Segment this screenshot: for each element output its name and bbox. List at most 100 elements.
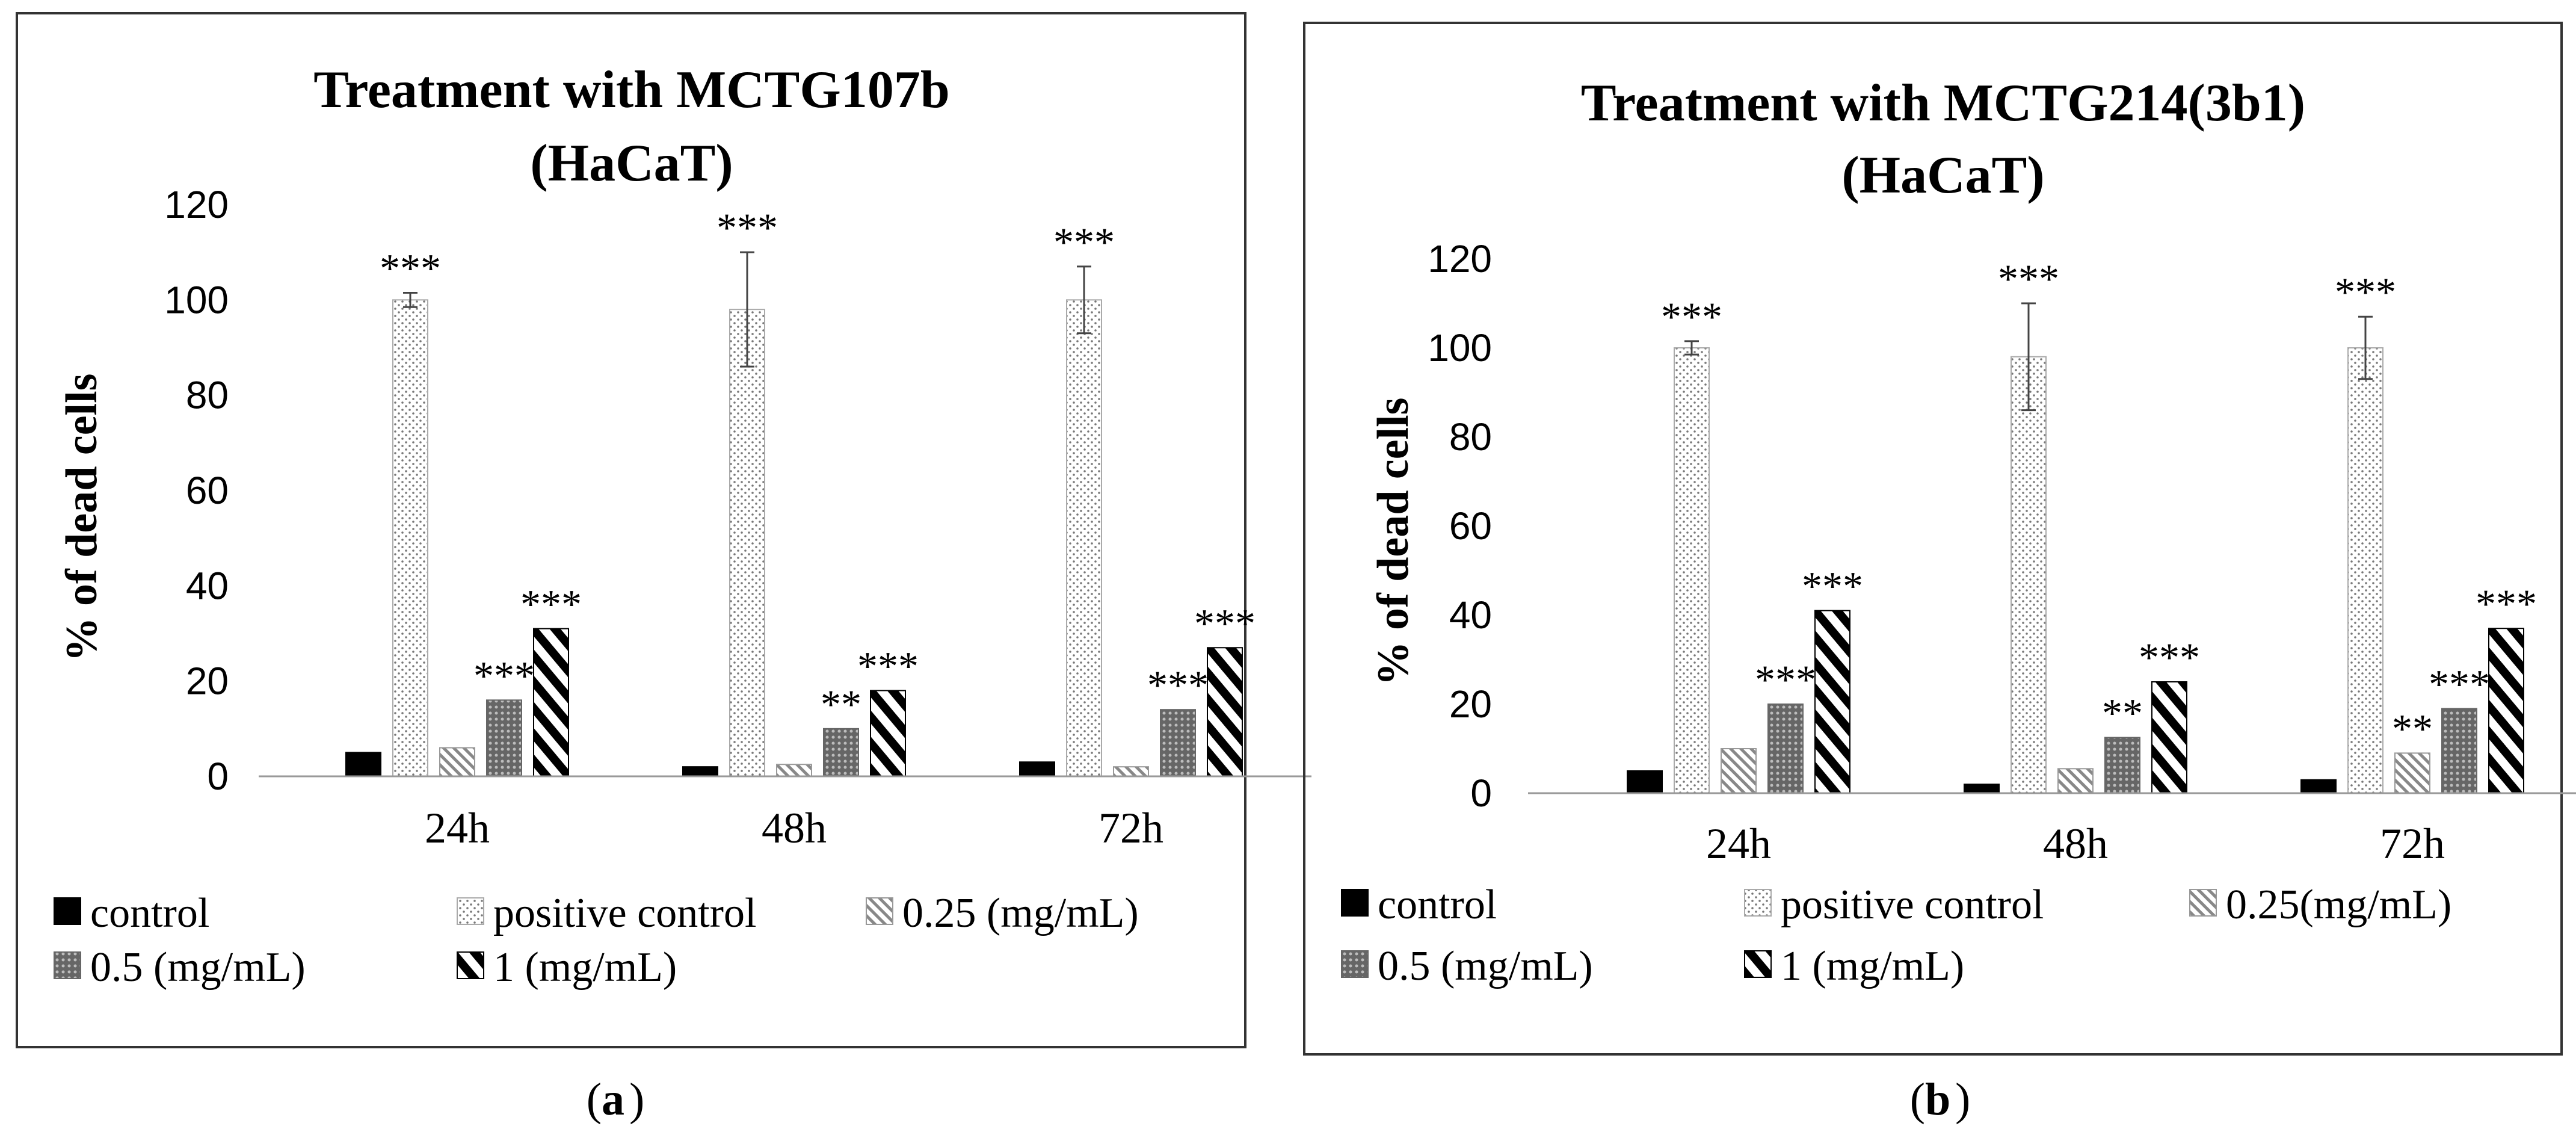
legend-swatch <box>1744 950 1772 978</box>
bar-3-72h <box>2394 752 2430 794</box>
y-tick-label: 100 <box>164 278 229 321</box>
significance-label: ** <box>821 681 861 727</box>
y-tick-label: 0 <box>207 755 229 798</box>
bar-3-48h <box>776 764 812 778</box>
svg-text:): ) <box>1955 1074 1970 1125</box>
significance-label: *** <box>473 652 535 698</box>
significance-label: ** <box>2102 690 2143 736</box>
bar-4-24h <box>486 699 522 778</box>
significance-label: *** <box>1755 657 1816 702</box>
panel-b-title-line2: (HaCaT) <box>1841 146 2044 205</box>
bar-3-72h <box>1113 766 1149 777</box>
legend-label: positive control <box>493 890 756 936</box>
bar-4-48h <box>823 728 859 778</box>
bar-1-24h <box>1627 770 1663 794</box>
chart-panel-b: Treatment with MCTG214(3b1) (HaCaT) % of… <box>1303 22 2576 1056</box>
y-tick-label: 100 <box>1428 326 1492 370</box>
bar-4-72h <box>1160 709 1196 777</box>
significance-label: *** <box>716 205 778 250</box>
y-tick-label: 20 <box>1449 682 1492 726</box>
y-tick-label: 120 <box>1428 237 1492 280</box>
legend-swatch <box>54 951 81 979</box>
legend-swatch <box>866 897 893 925</box>
bar-1-72h <box>1019 761 1055 777</box>
y-tick-label: 80 <box>186 374 229 417</box>
legend-label: 0.5 (mg/mL) <box>1378 943 1593 989</box>
panel-b-y-axis-label: % of dead cells <box>1369 398 1418 686</box>
x-category-label: 48h <box>762 804 827 852</box>
panel-a-title-line1: Treatment with MCTG107b <box>313 61 950 119</box>
panel-a-title-line2: (HaCaT) <box>530 134 733 193</box>
y-tick-label: 20 <box>186 660 229 703</box>
bar-4-72h <box>2441 708 2477 794</box>
significance-label: ** <box>2392 705 2433 751</box>
bar-3-48h <box>2057 768 2094 794</box>
legend-label: 0.25 (mg/mL) <box>902 890 1139 936</box>
bar-5-72h <box>1207 647 1243 777</box>
panel-a-letter: a <box>602 1074 624 1125</box>
significance-label: *** <box>1661 294 1722 339</box>
legend-label: control <box>90 890 209 936</box>
significance-label: *** <box>380 245 441 291</box>
y-tick-label: 0 <box>1470 772 1492 815</box>
significance-label: *** <box>1194 600 1256 646</box>
x-category-label: 72h <box>2380 820 2445 868</box>
significance-label: *** <box>2335 269 2396 315</box>
legend-swatch <box>457 897 484 925</box>
significance-label: *** <box>857 643 919 689</box>
panel-b-caption: ( b ) <box>1910 1074 1971 1125</box>
panel-b-plot-area: 020406080100120*********24h********48h**… <box>1428 237 2576 868</box>
significance-label: *** <box>2476 581 2537 626</box>
bar-5-24h <box>1814 610 1850 794</box>
panel-b-legend: control positive control 0.25(mg/mL) 0.5 (m… <box>1341 882 2451 989</box>
panel-a-plot-area: 020406080100120*********24h********48h**… <box>164 183 1311 852</box>
svg-text:(: ( <box>587 1074 602 1125</box>
bar-5-48h <box>870 690 906 777</box>
panel-b-title-line1: Treatment with MCTG214(3b1) <box>1581 74 2305 132</box>
significance-label: *** <box>1147 662 1209 708</box>
bar-2-48h <box>2011 356 2047 794</box>
bar-5-24h <box>533 628 569 778</box>
significance-label: *** <box>520 581 582 627</box>
significance-label: *** <box>2139 634 2200 680</box>
legend-label: 0.5 (mg/mL) <box>90 944 306 991</box>
bar-1-72h <box>2300 779 2337 794</box>
legend-swatch <box>1341 950 1369 978</box>
bar-2-24h <box>1674 347 1710 794</box>
legend-swatch <box>54 897 81 925</box>
bar-3-24h <box>1721 748 1757 794</box>
significance-label: *** <box>1998 256 2059 302</box>
bar-1-24h <box>345 752 381 777</box>
legend-label: 0.25(mg/mL) <box>2226 882 2451 928</box>
chart-panel-a: Treatment with MCTG107b (HaCaT) % of dea… <box>16 12 1311 1048</box>
panel-b-letter: b <box>1925 1074 1950 1125</box>
legend-label: 1 (mg/mL) <box>1781 943 1964 989</box>
significance-label: *** <box>2429 661 2490 707</box>
panel-a-y-axis-label: % of dead cells <box>57 374 106 662</box>
legend-swatch <box>2189 889 2217 917</box>
y-tick-label: 60 <box>186 469 229 512</box>
y-tick-label: 80 <box>1449 415 1492 459</box>
significance-label: *** <box>1802 563 1863 609</box>
panel-a-caption: ( a ) <box>587 1074 645 1125</box>
bar-5-48h <box>2151 681 2187 794</box>
legend-label: 1 (mg/mL) <box>493 944 677 991</box>
legend-swatch <box>1744 889 1772 917</box>
bar-1-48h <box>1964 784 2000 794</box>
bar-2-48h <box>729 309 765 777</box>
y-tick-label: 40 <box>186 564 229 607</box>
bar-5-72h <box>2488 628 2524 794</box>
significance-label: *** <box>1053 219 1115 265</box>
panel-b-frame <box>1303 22 2563 1056</box>
panel-a-legend: control positive control 0.25 (mg/mL) 0.5 (… <box>54 890 1139 991</box>
x-category-label: 24h <box>425 804 490 852</box>
y-tick-label: 120 <box>164 183 229 226</box>
bar-2-24h <box>392 299 428 778</box>
bar-2-72h <box>2347 347 2383 794</box>
x-category-label: 72h <box>1098 804 1163 852</box>
legend-label: control <box>1378 882 1497 928</box>
svg-text:): ) <box>629 1074 644 1125</box>
y-tick-label: 40 <box>1449 593 1492 637</box>
panel-a-frame <box>16 12 1246 1048</box>
